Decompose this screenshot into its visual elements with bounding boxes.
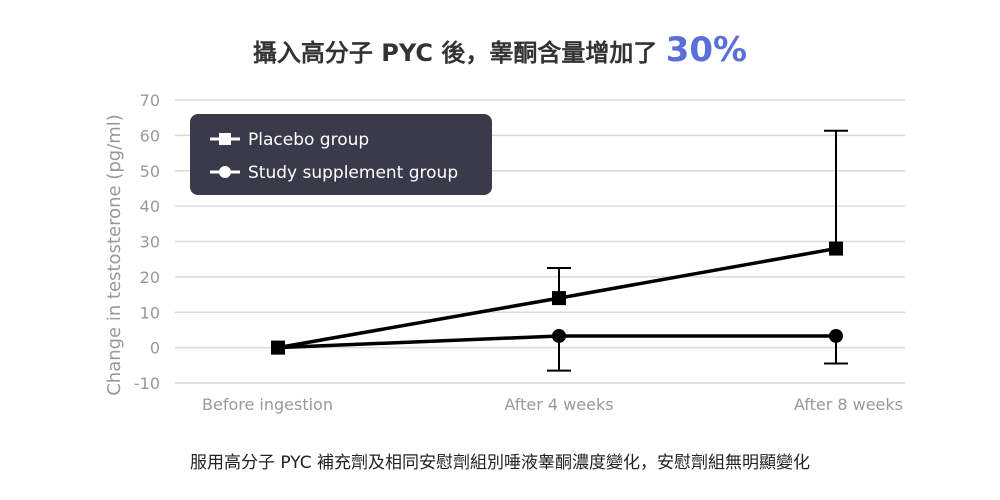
data-point-square xyxy=(829,241,843,256)
legend-item: Placebo group xyxy=(210,130,369,150)
series-study-supplement xyxy=(271,328,848,372)
y-tick-label: 20 xyxy=(140,268,160,287)
y-tick-label: 10 xyxy=(140,303,160,322)
legend-label: Study supplement group xyxy=(248,163,458,183)
y-tick-label: 40 xyxy=(140,197,160,216)
series-layer xyxy=(271,129,848,372)
data-point-circle xyxy=(552,328,566,343)
chart-title: 攝入高分子 PYC 後，睾酮含量增加了 30% xyxy=(0,30,1000,70)
chart-title-text: 攝入高分子 PYC 後，睾酮含量增加了 xyxy=(252,39,658,67)
legend-label: Placebo group xyxy=(248,130,369,150)
legend: Placebo group Study supplement group xyxy=(190,114,492,195)
y-tick-label: -10 xyxy=(134,374,160,393)
chart-title-highlight: 30% xyxy=(665,30,748,70)
y-tick-label: 30 xyxy=(140,233,160,252)
y-tick-label: 60 xyxy=(140,126,160,145)
legend-box xyxy=(190,114,492,195)
legend-item: Study supplement group xyxy=(210,163,458,183)
x-tick-label: After 8 weeks xyxy=(794,395,903,414)
y-tick-label: 70 xyxy=(140,91,160,110)
legend-circle-marker xyxy=(219,166,231,178)
data-point-circle xyxy=(271,340,285,355)
x-axis-ticks: Before ingestion After 4 weeks After 8 wee… xyxy=(202,395,903,414)
y-tick-label: 50 xyxy=(140,162,160,181)
x-tick-label: Before ingestion xyxy=(202,395,333,414)
y-axis-label: Change in testosterone (pg/ml) xyxy=(104,114,125,396)
y-axis-ticks: -10 0 10 20 30 40 50 60 70 xyxy=(134,91,160,393)
y-tick-label: 0 xyxy=(150,339,160,358)
data-point-square xyxy=(552,291,566,306)
chart-caption: 服用高分子 PYC 補充劑及相同安慰劑組別唾液睾酮濃度變化，安慰劑組無明顯變化 xyxy=(189,453,810,473)
x-tick-label: After 4 weeks xyxy=(504,395,613,414)
legend-square-marker xyxy=(219,133,231,145)
data-point-circle xyxy=(829,328,843,343)
